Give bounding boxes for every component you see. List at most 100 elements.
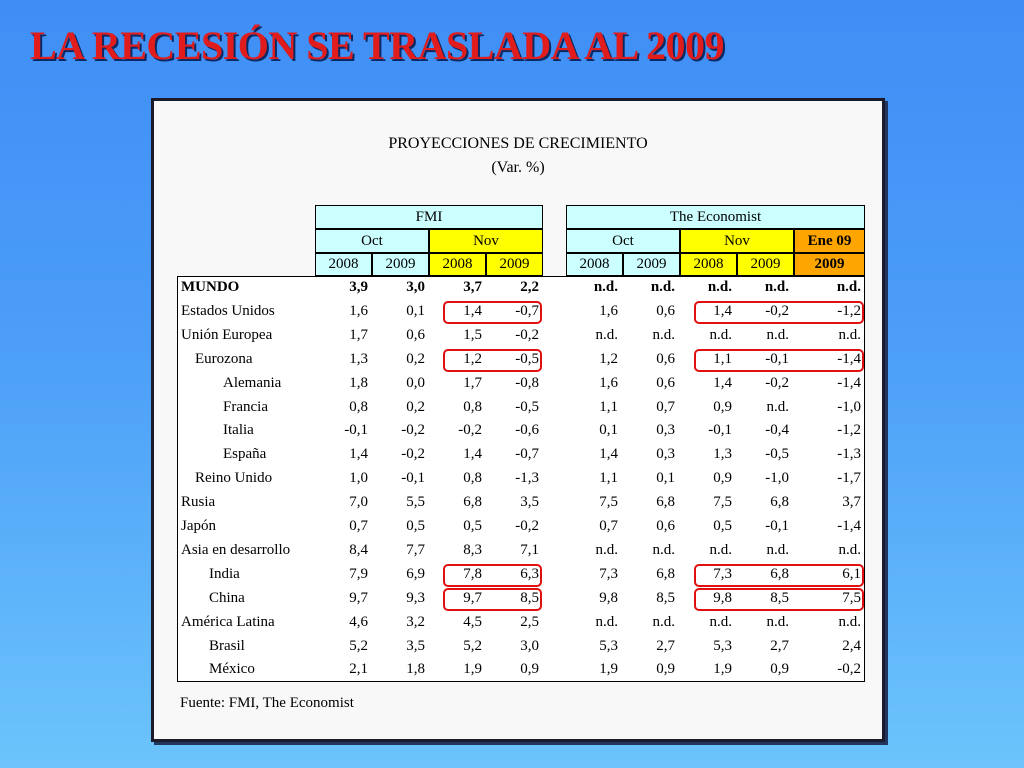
cell-value: 6,9 <box>406 565 425 582</box>
header-year: 2008 <box>429 253 486 276</box>
cell-value: n.d. <box>766 613 790 630</box>
cell-value: 7,8 <box>463 565 482 582</box>
row-label: Alemania <box>223 374 282 391</box>
row-label: América Latina <box>181 613 275 630</box>
table-row: España 1,4 -0,2 1,4 -0,7 1,4 0,3 1,3 -0,5 -1,3 <box>177 443 865 467</box>
cell-value: 0,8 <box>463 398 482 415</box>
header-eco-oct: Oct <box>566 229 680 253</box>
cell-value: 0,8 <box>349 398 368 415</box>
header-eco-nov: Nov <box>680 229 794 253</box>
cell-value: 6,1 <box>842 565 861 582</box>
cell-value: 0,6 <box>656 374 675 391</box>
cell-value: 0,1 <box>656 470 675 487</box>
header-year: 2008 <box>315 253 372 276</box>
cell-value: 5,5 <box>406 494 425 511</box>
cell-value: -0,2 <box>765 302 789 319</box>
cell-value: n.d. <box>652 613 676 630</box>
cell-value: -0,5 <box>765 446 789 463</box>
cell-value: n.d. <box>766 326 790 343</box>
cell-value: 7,1 <box>520 541 539 558</box>
cell-value: 6,3 <box>520 565 539 582</box>
cell-value: -1,4 <box>837 350 861 367</box>
cell-value: -1,4 <box>837 518 861 534</box>
cell-value: 1,4 <box>349 446 368 463</box>
cell-value: 0,5 <box>463 518 482 534</box>
cell-value: n.d. <box>595 326 619 343</box>
cell-value: 0,5 <box>406 518 425 534</box>
cell-value: 1,8 <box>406 661 425 678</box>
row-label: Rusia <box>181 494 216 511</box>
cell-value: 8,3 <box>463 541 482 558</box>
cell-value: n.d. <box>766 398 790 415</box>
cell-value: 0,6 <box>656 350 675 367</box>
cell-value: 3,0 <box>520 637 539 654</box>
cell-value: -0,1 <box>708 422 732 439</box>
header-year: 2008 <box>566 253 623 276</box>
cell-value: -0,2 <box>401 422 425 439</box>
cell-value: 0,6 <box>406 326 425 343</box>
row-label: Japón <box>181 518 216 534</box>
table-row: Italia -0,1 -0,2 -0,2 -0,6 0,1 0,3 -0,1 -0,4 -1,2 <box>177 419 865 443</box>
cell-value: 1,2 <box>599 350 618 367</box>
cell-value: 3,5 <box>520 494 539 511</box>
cell-value: 2,7 <box>656 637 675 654</box>
cell-value: 1,1 <box>599 470 618 487</box>
cell-value: 7,9 <box>349 565 368 582</box>
cell-value: n.d. <box>838 541 862 558</box>
cell-value: -0,4 <box>765 422 789 439</box>
cell-value: 8,5 <box>520 589 539 606</box>
cell-value: -1,7 <box>837 470 861 487</box>
cell-value: 5,2 <box>349 637 368 654</box>
cell-value: 1,6 <box>599 374 618 391</box>
header-year: 2009 <box>372 253 429 276</box>
cell-value: n.d. <box>766 541 790 558</box>
cell-value: 7,7 <box>406 541 425 558</box>
cell-value: 1,4 <box>463 302 482 319</box>
cell-value: 2,1 <box>349 661 368 678</box>
cell-value: n.d. <box>838 326 862 343</box>
cell-value: 0,7 <box>599 518 618 534</box>
cell-value: 6,8 <box>656 494 675 511</box>
table-row: MUNDO 3,9 3,0 3,7 2,2 n.d. n.d. n.d. n.d. n.d. <box>177 276 865 300</box>
cell-value: 5,3 <box>599 637 618 654</box>
table-row: China 9,7 9,3 9,7 8,5 9,8 8,5 9,8 8,5 7,5 <box>177 587 865 611</box>
cell-value: -1,4 <box>837 374 861 391</box>
row-label: Estados Unidos <box>181 302 275 319</box>
cell-value: -0,1 <box>401 470 425 487</box>
cell-value: 1,9 <box>463 661 482 678</box>
cell-value: 1,1 <box>599 398 618 415</box>
cell-value: n.d. <box>595 541 619 558</box>
cell-value: 1,5 <box>463 326 482 343</box>
cell-value: 1,3 <box>349 350 368 367</box>
cell-value: 1,3 <box>713 446 732 463</box>
cell-value: 2,2 <box>520 279 539 295</box>
table-body <box>177 276 865 682</box>
cell-value: 7,5 <box>599 494 618 511</box>
table-row: Brasil 5,2 3,5 5,2 3,0 5,3 2,7 5,3 2,7 2,4 <box>177 635 865 659</box>
header-the-economist: The Economist <box>566 205 865 229</box>
table-subtitle: (Var. %) <box>491 159 545 176</box>
cell-value: -0,8 <box>515 374 539 391</box>
cell-value: 9,8 <box>713 589 732 606</box>
cell-value: n.d. <box>650 279 675 295</box>
cell-value: -0,5 <box>515 350 539 367</box>
cell-value: 7,5 <box>842 589 861 606</box>
cell-value: 7,5 <box>713 494 732 511</box>
row-label: Reino Unido <box>195 470 273 487</box>
cell-value: -0,2 <box>515 518 539 534</box>
cell-value: 0,9 <box>713 470 732 487</box>
cell-value: 6,8 <box>656 565 675 582</box>
cell-value: 1,4 <box>599 446 618 463</box>
table-row: Reino Unido 1,0 -0,1 0,8 -1,3 1,1 0,1 0,9 -1,0 -1… <box>177 467 865 491</box>
cell-value: 1,7 <box>463 374 482 391</box>
cell-value: 5,2 <box>463 637 482 654</box>
cell-value: 1,2 <box>463 350 482 367</box>
cell-value: 6,8 <box>770 565 789 582</box>
table-row: Rusia 7,0 5,5 6,8 3,5 7,5 6,8 7,5 6,8 3,7 <box>177 491 865 515</box>
cell-value: -1,2 <box>837 422 861 439</box>
cell-value: n.d. <box>707 279 732 295</box>
cell-value: 1,4 <box>463 446 482 463</box>
cell-value: 0,9 <box>520 661 539 678</box>
cell-value: n.d. <box>836 279 861 295</box>
header-fmi-nov: Nov <box>429 229 543 253</box>
